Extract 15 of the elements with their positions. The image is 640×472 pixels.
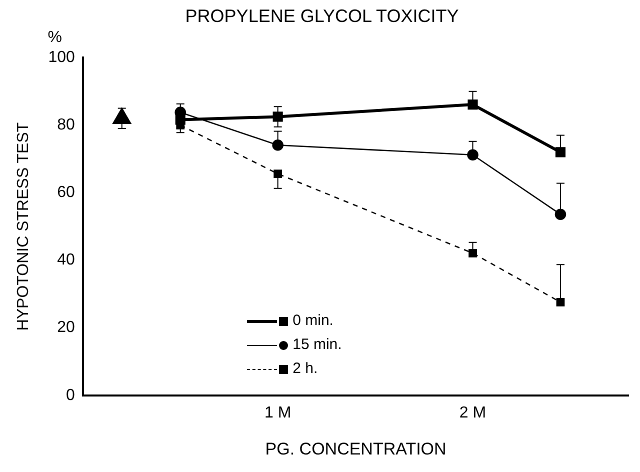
y-tick-label: 0 — [66, 386, 75, 404]
legend-label: 15 min. — [292, 335, 342, 356]
y-tick-label: 60 — [57, 184, 75, 202]
text: % — [48, 29, 62, 46]
x-axis-title: PG. CONCENTRATION — [265, 439, 446, 458]
y-tick-label: 80 — [57, 116, 75, 134]
legend-label: 2 h. — [292, 359, 318, 380]
chart-title: PROPYLENE GLYCOL TOXICITY — [185, 6, 459, 26]
y-tick-label: 20 — [57, 319, 75, 336]
x-tick-label: 1 M — [264, 404, 292, 422]
legend-label: 0 min. — [292, 311, 334, 332]
y-axis-title: HYPOTONIC STRESS TEST — [15, 122, 32, 331]
y-tick-label: 40 — [57, 252, 75, 269]
y-tick-label: 100 — [48, 49, 75, 66]
x-tick-label: 2 M — [459, 404, 486, 422]
